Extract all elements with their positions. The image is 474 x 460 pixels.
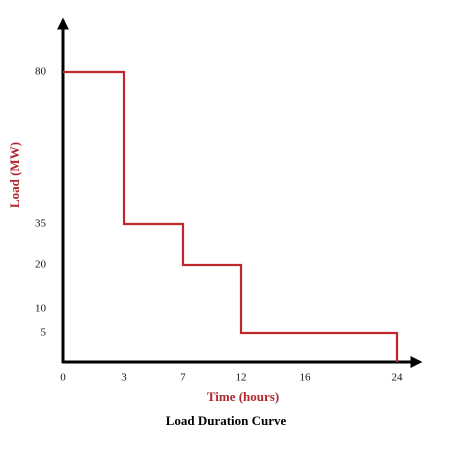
y-tick-label: 5 [41, 327, 47, 339]
x-tick-label: 7 [180, 372, 186, 384]
x-tick-label: 12 [236, 372, 247, 384]
x-axis-title: Time (hours) [207, 389, 279, 404]
y-axis-title: Load (MW) [7, 142, 22, 208]
chart-title: Load Duration Curve [166, 413, 287, 428]
x-tick-label: 16 [300, 372, 312, 384]
y-tick-label: 20 [35, 259, 47, 271]
x-tick-label: 3 [121, 372, 127, 384]
y-tick-label: 35 [35, 218, 47, 230]
x-tick-label: 0 [60, 372, 66, 384]
load-curve [63, 70, 399, 362]
y-tick-label: 80 [35, 66, 47, 78]
x-tick-label: 24 [392, 372, 404, 384]
y-tick-label: 10 [35, 303, 47, 315]
